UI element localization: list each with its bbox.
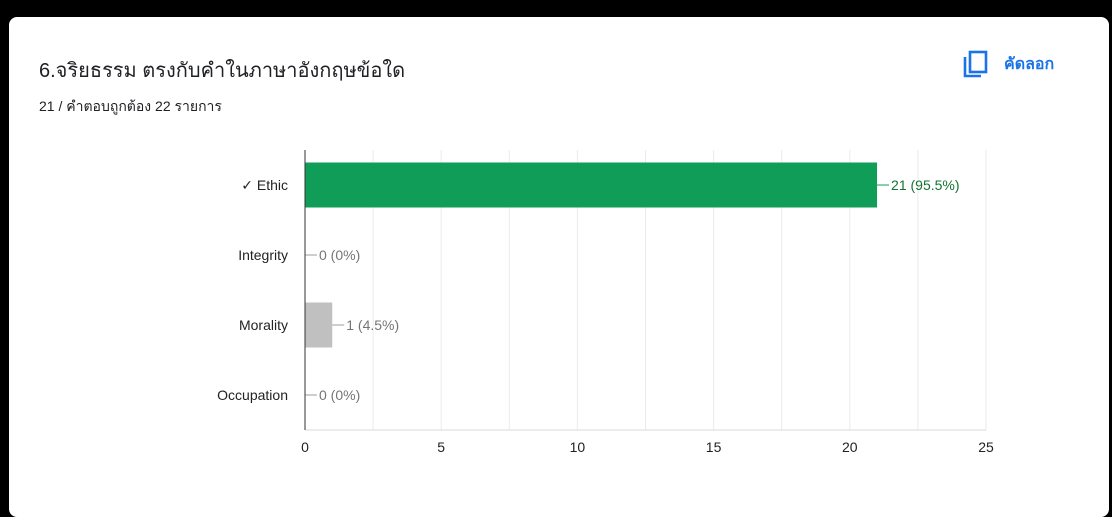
x-tick-label: 25 — [978, 439, 994, 455]
bar — [305, 162, 878, 208]
category-label: Occupation — [217, 387, 288, 403]
data-label: 0 (0%) — [319, 247, 360, 263]
data-label: 0 (0%) — [319, 387, 360, 403]
category-label: Integrity — [238, 247, 288, 263]
question-card: 6.จริยธรรม ตรงกับคำในภาษาอังกฤษข้อใด 21 … — [9, 17, 1109, 517]
bar — [305, 302, 333, 348]
x-tick-label: 0 — [301, 439, 309, 455]
copy-button[interactable]: คัดลอก — [962, 49, 1054, 79]
x-tick-label: 20 — [842, 439, 858, 455]
data-label: 21 (95.5%) — [891, 177, 959, 193]
copy-icon — [963, 50, 988, 78]
category-label: ✓ Ethic — [241, 177, 288, 193]
copy-label: คัดลอก — [1004, 55, 1055, 73]
data-label: 1 (4.5%) — [346, 317, 399, 333]
x-tick-label: 10 — [570, 439, 586, 455]
bar-chart: 0 5 10 15 20 25 ✓ Ethic 21 (95.5%) Integrity 0 (0… — [217, 150, 994, 455]
x-tick-label: 15 — [706, 439, 722, 455]
x-tick-label: 5 — [437, 439, 445, 455]
category-label: Morality — [239, 317, 288, 333]
question-title: 6.จริยธรรม ตรงกับคำในภาษาอังกฤษข้อใด — [39, 60, 406, 82]
correct-answers-summary: 21 / คำตอบถูกต้อง 22 รายการ — [39, 98, 222, 114]
